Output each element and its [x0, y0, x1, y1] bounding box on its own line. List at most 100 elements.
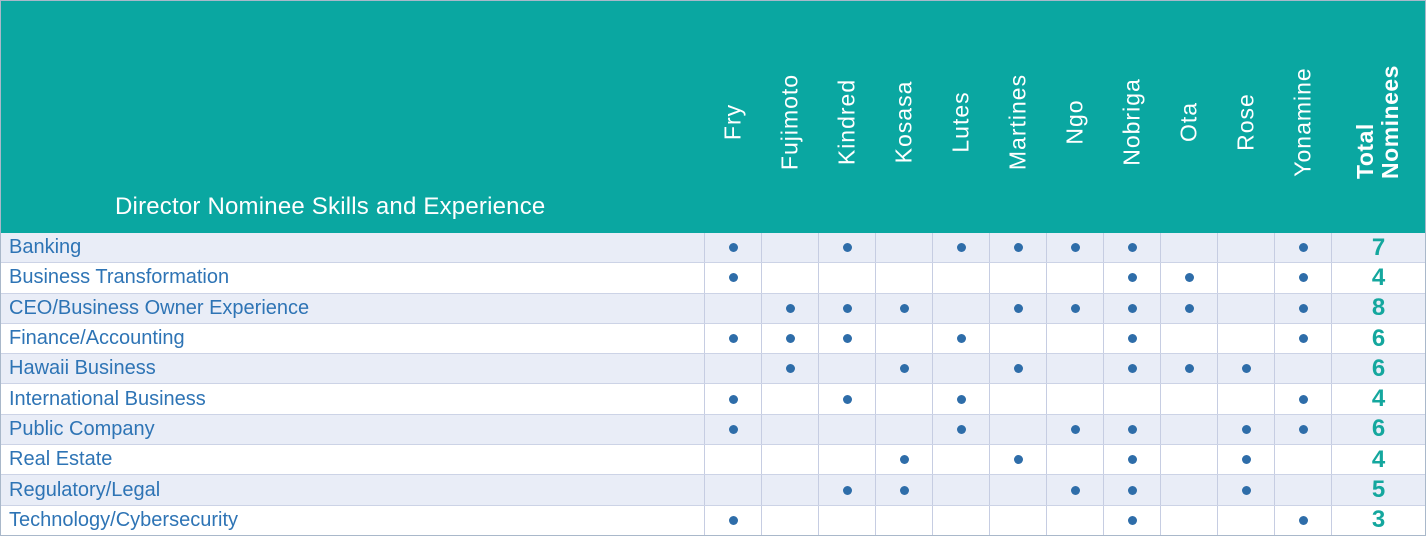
- skill-mark-cell: [875, 263, 932, 293]
- skill-label: Regulatory/Legal: [9, 478, 161, 501]
- skill-mark-cell: [818, 475, 875, 505]
- skill-dot-icon: [842, 394, 852, 404]
- total-nominees-cell: 6: [1331, 323, 1425, 354]
- total-nominees-cell: 6: [1331, 414, 1425, 445]
- skill-label: Hawaii Business: [9, 357, 156, 380]
- skill-dot-icon: [1070, 424, 1080, 434]
- skill-dot-icon: [1184, 364, 1194, 374]
- column-header-label: Martines: [1004, 73, 1031, 171]
- skill-mark-cell: [989, 233, 1046, 263]
- skill-mark-cell: [1160, 475, 1217, 505]
- column-header-label: Yonamine: [1289, 67, 1316, 177]
- skill-dot-icon: [1298, 273, 1308, 283]
- total-nominees-cell: 7: [1331, 233, 1425, 263]
- skill-mark-cell: [1160, 293, 1217, 323]
- skill-dot-icon: [1241, 485, 1251, 495]
- skill-mark-cell: [1046, 384, 1103, 414]
- skill-mark-cell: [818, 233, 875, 263]
- skill-mark-cell: [704, 414, 761, 445]
- skill-dot-icon: [956, 394, 966, 404]
- skill-mark-cell: [1274, 445, 1331, 475]
- skill-mark-cell: [1103, 354, 1160, 384]
- total-nominees-count: 4: [1371, 385, 1386, 413]
- skill-mark-cell: [932, 384, 989, 414]
- skill-dot-icon: [728, 515, 738, 525]
- skill-mark-cell: [989, 293, 1046, 323]
- skill-mark-cell: [761, 445, 818, 475]
- column-header-nominee: Fry: [704, 1, 761, 233]
- skill-dot-icon: [956, 243, 966, 253]
- skill-mark-cell: [1046, 445, 1103, 475]
- skill-mark-cell: [875, 293, 932, 323]
- column-header-nominee: Yonamine: [1274, 1, 1331, 233]
- skill-dot-icon: [1298, 515, 1308, 525]
- total-nominees-count: 3: [1371, 506, 1386, 534]
- skill-mark-cell: [761, 263, 818, 293]
- skill-dot-icon: [1127, 303, 1137, 313]
- total-nominees-cell: 6: [1331, 354, 1425, 384]
- skill-dot-icon: [1127, 334, 1137, 344]
- table-body: Banking 7 Business Transformation 4 CEO/Busi…: [1, 233, 1425, 535]
- skill-mark-cell: [1217, 384, 1274, 414]
- column-header-nominee: Kindred: [818, 1, 875, 233]
- skill-dot-icon: [842, 243, 852, 253]
- column-header-nominee: Kosasa: [875, 1, 932, 233]
- skill-mark-cell: [761, 505, 818, 535]
- skill-label: International Business: [9, 387, 206, 410]
- total-nominees-count: 4: [1371, 263, 1386, 291]
- total-nominees-count: 8: [1371, 294, 1386, 322]
- table-row: Banking 7: [1, 233, 1425, 263]
- skill-mark-cell: [704, 475, 761, 505]
- skill-dot-icon: [728, 424, 738, 434]
- table-row: Real Estate 4: [1, 444, 1425, 475]
- skill-mark-cell: [818, 414, 875, 445]
- skill-mark-cell: [1217, 475, 1274, 505]
- skill-mark-cell: [704, 445, 761, 475]
- skill-mark-cell: [1103, 323, 1160, 354]
- skill-mark-cell: [989, 263, 1046, 293]
- skill-dot-icon: [1298, 334, 1308, 344]
- skill-dot-icon: [1013, 455, 1023, 465]
- column-header-label: Kindred: [833, 78, 860, 166]
- table-row: Technology/Cybersecurity 3: [1, 504, 1425, 535]
- skill-dot-icon: [899, 455, 909, 465]
- column-header-nominee: Rose: [1217, 1, 1274, 233]
- skill-dot-icon: [1241, 424, 1251, 434]
- skill-mark-cell: [818, 263, 875, 293]
- skill-dot-icon: [899, 303, 909, 313]
- skill-mark-cell: [1274, 414, 1331, 445]
- table-row: Business Transformation 4: [1, 262, 1425, 293]
- total-nominees-count: 6: [1371, 415, 1386, 443]
- skill-mark-cell: [875, 233, 932, 263]
- column-header-nominee: Ota: [1160, 1, 1217, 233]
- column-header-nominee: Nobriga: [1103, 1, 1160, 233]
- skill-mark-cell: [704, 293, 761, 323]
- skill-mark-cell: [704, 263, 761, 293]
- skill-dot-icon: [1298, 424, 1308, 434]
- skill-mark-cell: [932, 233, 989, 263]
- table-row: Finance/Accounting 6: [1, 322, 1425, 354]
- skill-dot-icon: [1127, 455, 1137, 465]
- skill-mark-cell: [1103, 475, 1160, 505]
- skill-mark-cell: [704, 233, 761, 263]
- skill-dot-icon: [956, 424, 966, 434]
- skill-mark-cell: [1160, 233, 1217, 263]
- skill-mark-cell: [1274, 384, 1331, 414]
- skill-mark-cell: [932, 414, 989, 445]
- skill-mark-cell: [1046, 505, 1103, 535]
- skill-mark-cell: [1217, 323, 1274, 354]
- skill-mark-cell: [704, 384, 761, 414]
- skill-dot-icon: [1127, 485, 1137, 495]
- skill-mark-cell: [818, 293, 875, 323]
- skill-mark-cell: [1217, 233, 1274, 263]
- skill-mark-cell: [1160, 505, 1217, 535]
- skill-dot-icon: [1013, 243, 1023, 253]
- column-header-label: Fry: [719, 103, 746, 141]
- skill-label: Technology/Cybersecurity: [9, 508, 238, 531]
- total-nominees-count: 4: [1371, 445, 1386, 473]
- skill-dot-icon: [1127, 515, 1137, 525]
- skill-mark-cell: [1160, 354, 1217, 384]
- skill-mark-cell: [1046, 354, 1103, 384]
- skill-dot-icon: [728, 334, 738, 344]
